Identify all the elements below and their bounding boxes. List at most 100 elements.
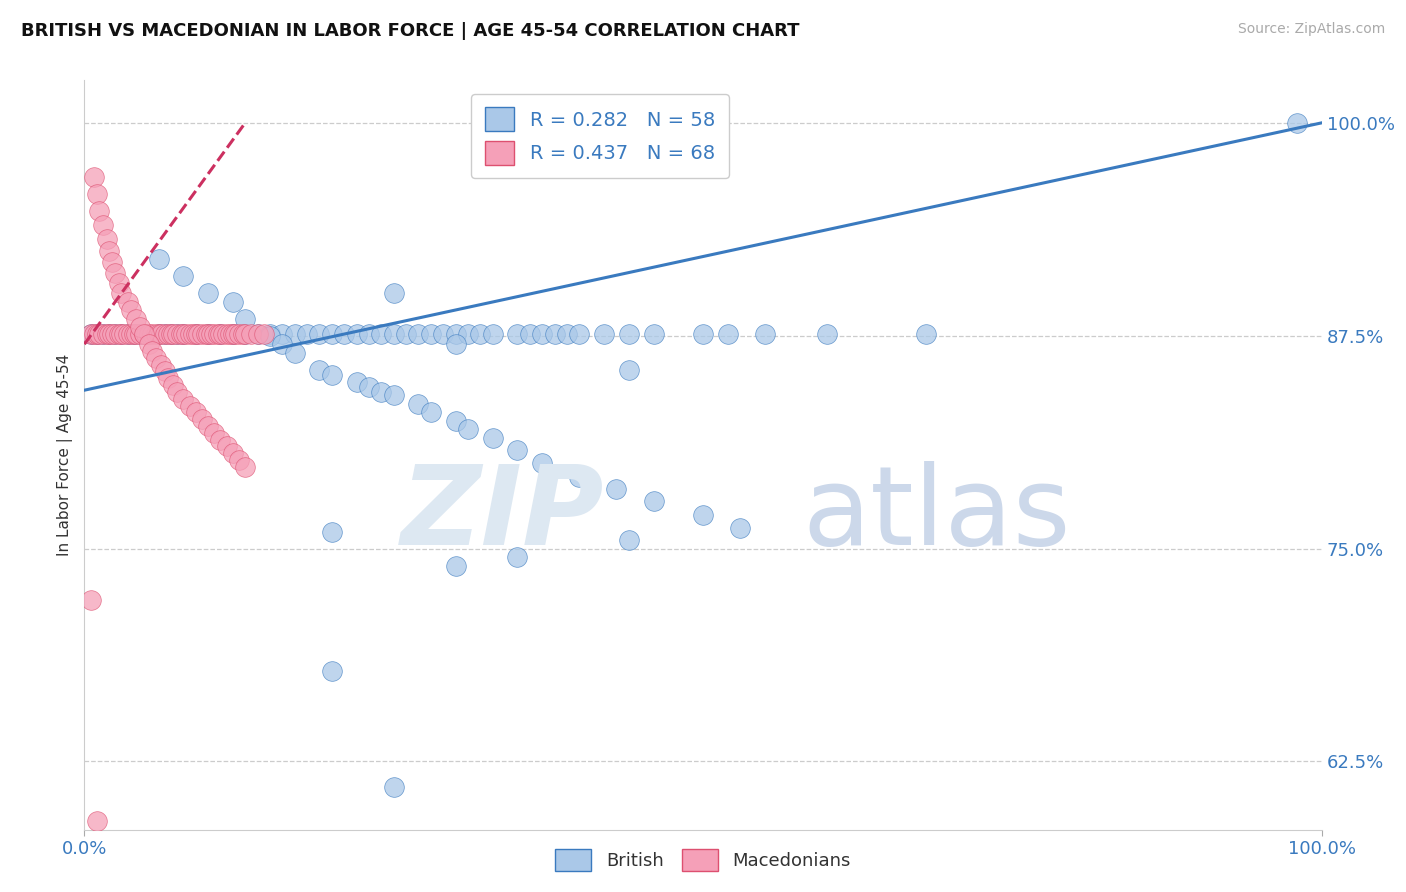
Point (122, 326, 145, 341)
Point (643, 494, 665, 508)
Point (370, 384, 392, 399)
Point (132, 326, 155, 341)
Point (408, 326, 430, 341)
Point (308, 363, 330, 377)
Point (215, 326, 238, 341)
Point (692, 508, 714, 522)
Point (215, 439, 238, 453)
Point (197, 326, 219, 341)
Point (108, 326, 131, 341)
Point (117, 326, 139, 341)
Point (481, 431, 503, 445)
Point (419, 326, 441, 341)
Point (191, 326, 214, 341)
Point (382, 388, 405, 402)
Point (197, 419, 219, 434)
Point (110, 326, 132, 341)
Point (153, 326, 176, 341)
Point (506, 326, 529, 341)
Point (98, 326, 121, 341)
Point (568, 326, 591, 341)
Point (815, 326, 838, 341)
Point (259, 328, 281, 343)
Point (160, 326, 183, 341)
Point (271, 337, 294, 351)
Point (321, 326, 343, 341)
Point (271, 326, 294, 341)
Point (162, 378, 184, 392)
Point (179, 326, 201, 341)
Point (209, 433, 232, 447)
Point (457, 326, 479, 341)
Point (555, 326, 578, 341)
Point (197, 326, 219, 341)
Point (96, 232, 118, 246)
Point (382, 326, 405, 341)
Point (444, 326, 467, 341)
Point (519, 326, 541, 341)
Point (605, 482, 627, 496)
Point (754, 326, 776, 341)
Point (79, 592, 101, 607)
Point (117, 326, 139, 341)
Point (98, 326, 121, 341)
Point (543, 326, 565, 341)
Point (110, 326, 132, 341)
Point (228, 453, 250, 467)
Legend: R = 0.282   N = 58, R = 0.437   N = 68: R = 0.282 N = 58, R = 0.437 N = 68 (471, 94, 728, 178)
Point (444, 558, 467, 573)
Point (212, 326, 235, 341)
Text: Source: ZipAtlas.com: Source: ZipAtlas.com (1237, 22, 1385, 37)
Point (617, 326, 640, 341)
Point (295, 326, 318, 341)
Point (246, 326, 269, 341)
Point (914, 326, 936, 341)
Point (233, 311, 256, 326)
Point (184, 326, 207, 341)
Point (481, 326, 503, 341)
Point (444, 337, 467, 351)
Point (408, 397, 430, 411)
Point (728, 521, 751, 535)
Point (174, 326, 197, 341)
Point (506, 442, 529, 457)
Point (148, 252, 170, 266)
Point (166, 384, 188, 399)
Point (89, 326, 111, 341)
Point (145, 351, 167, 365)
Point (197, 286, 219, 301)
Point (284, 326, 307, 341)
Point (129, 320, 152, 334)
Point (357, 380, 380, 394)
Point (166, 326, 188, 341)
Point (91, 326, 114, 341)
Point (79, 326, 101, 341)
Point (172, 326, 194, 341)
Point (125, 311, 148, 326)
Point (153, 326, 176, 341)
Point (240, 326, 263, 341)
Point (170, 326, 193, 341)
Point (432, 326, 454, 341)
Point (346, 326, 368, 341)
Point (228, 326, 250, 341)
Point (145, 326, 167, 341)
Point (110, 286, 132, 301)
Point (382, 780, 405, 794)
Point (222, 294, 245, 309)
Point (157, 326, 180, 341)
Point (370, 326, 392, 341)
Point (120, 326, 142, 341)
Point (346, 375, 368, 389)
Point (259, 326, 281, 341)
Point (506, 550, 529, 565)
Point (138, 337, 160, 351)
Point (108, 276, 131, 290)
Point (692, 326, 714, 341)
Point (321, 368, 343, 382)
Point (89, 204, 111, 219)
Point (83, 170, 105, 185)
Point (568, 470, 591, 484)
Point (219, 326, 242, 341)
Point (202, 326, 225, 341)
